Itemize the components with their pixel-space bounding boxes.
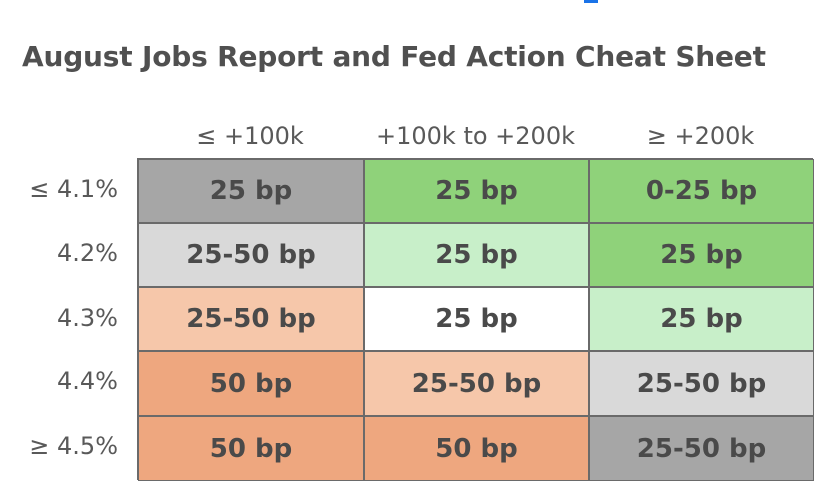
- table-cell: 25 bp: [589, 287, 814, 351]
- table-cell: 25 bp: [589, 223, 814, 287]
- row-header-unemployment-4-3: 4.3%: [57, 304, 118, 332]
- table-cell: 25-50 bp: [589, 416, 814, 481]
- column-header-low-jobs: ≤ +100k: [196, 122, 304, 150]
- row-header-unemployment-4-2: 4.2%: [57, 239, 118, 267]
- table-cell: 25 bp: [138, 159, 364, 223]
- column-header-mid-jobs: +100k to +200k: [376, 122, 575, 150]
- table-cell: 25-50 bp: [364, 351, 589, 416]
- column-header-high-jobs: ≥ +200k: [646, 122, 755, 150]
- table-cell: 50 bp: [364, 416, 589, 481]
- table-cell: 25-50 bp: [138, 287, 364, 351]
- chart-title: August Jobs Report and Fed Action Cheat …: [22, 40, 766, 73]
- table-cell: 0-25 bp: [589, 159, 814, 223]
- row-header-unemployment-4-5: ≥ 4.5%: [29, 432, 118, 460]
- table-cell: 25-50 bp: [589, 351, 814, 416]
- accent-mark: [584, 0, 598, 3]
- table-cell: 25-50 bp: [138, 223, 364, 287]
- rate-cut-table: 25 bp 25 bp 0-25 bp 25-50 bp 25 bp 25 bp…: [137, 158, 814, 481]
- row-header-unemployment-4-4: 4.4%: [57, 367, 118, 395]
- row-header-unemployment-4-1: ≤ 4.1%: [29, 175, 118, 203]
- table-cell: 50 bp: [138, 351, 364, 416]
- table-cell: 50 bp: [138, 416, 364, 481]
- table-cell: 25 bp: [364, 159, 589, 223]
- table-cell: 25 bp: [364, 287, 589, 351]
- table-cell: 25 bp: [364, 223, 589, 287]
